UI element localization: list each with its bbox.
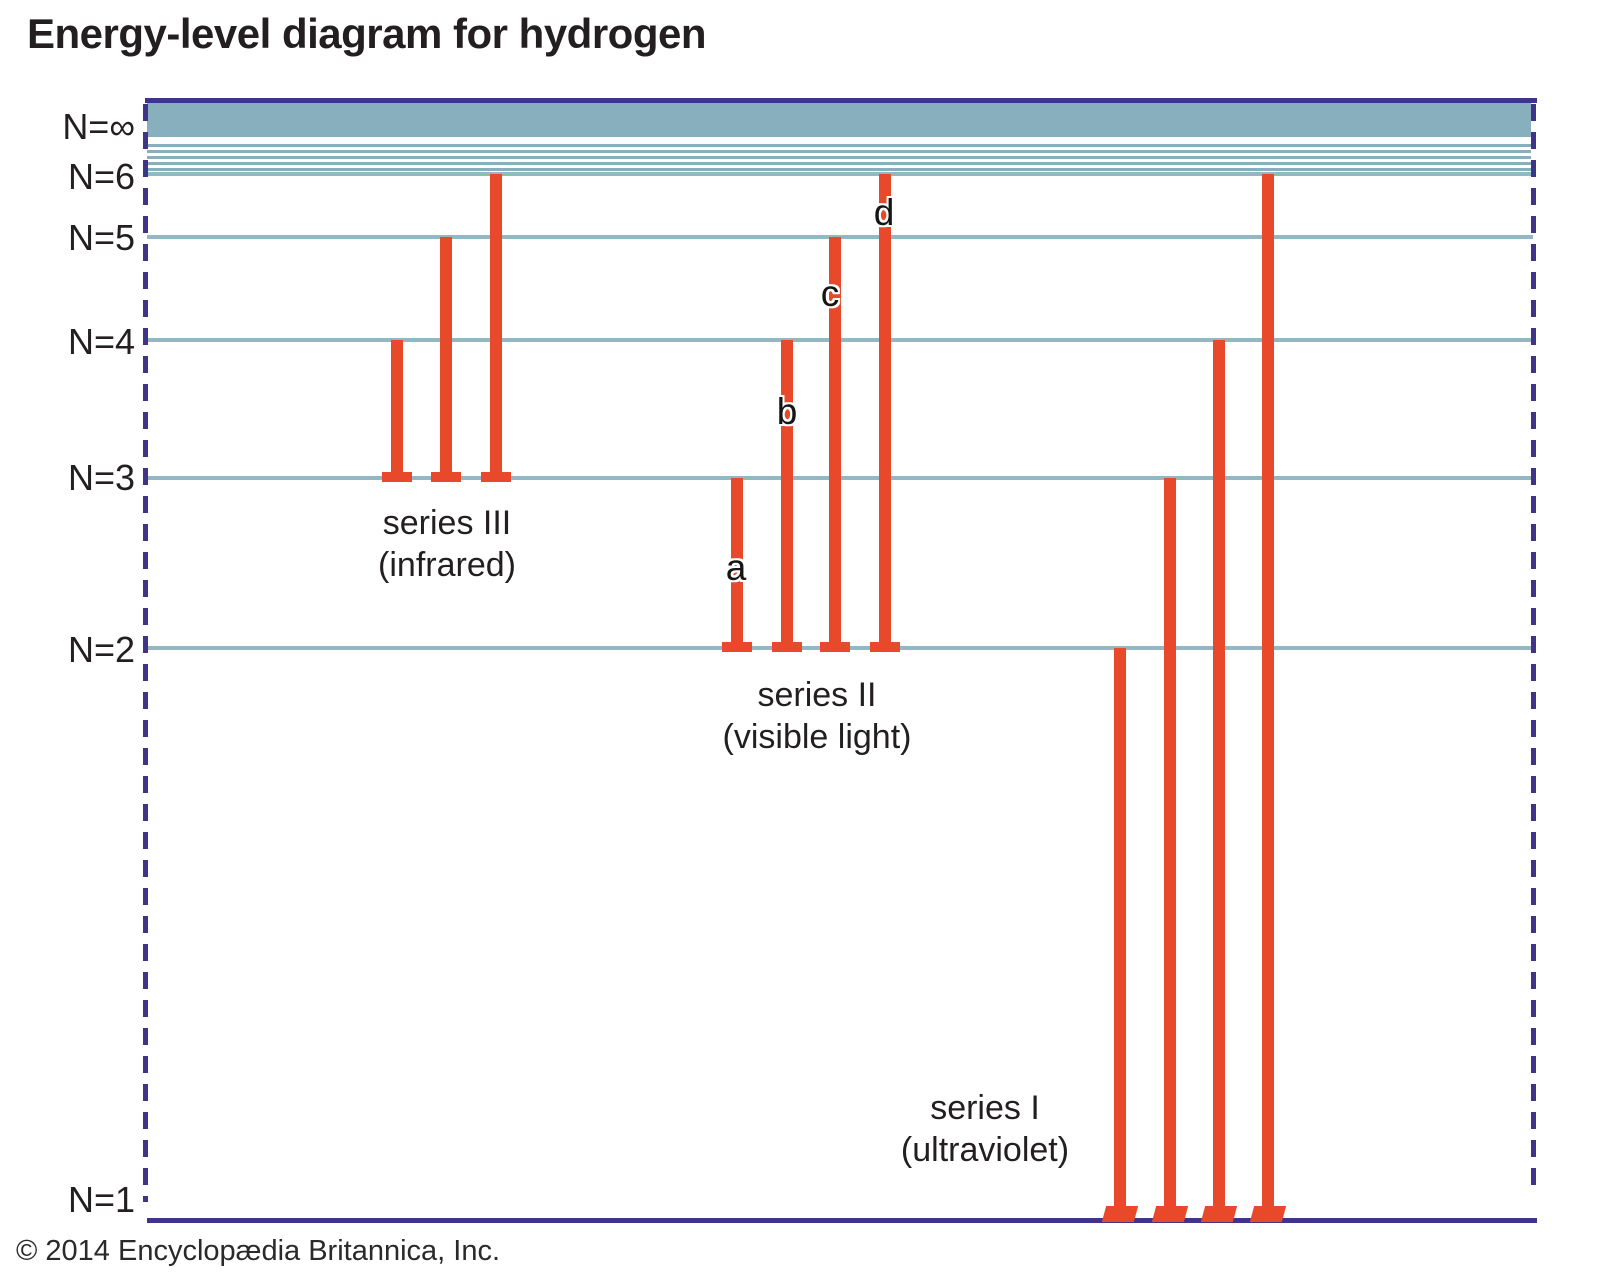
transition-label-b: b — [776, 391, 798, 432]
high-n-cluster-line — [147, 162, 1531, 165]
level-label-n-infinity: N=∞ — [62, 106, 135, 147]
level-label-n4: N=4 — [67, 321, 135, 362]
arrowhead — [431, 472, 461, 482]
series-i-name: series I — [930, 1089, 1040, 1127]
arrowhead — [722, 642, 752, 652]
level-line-n6 — [147, 172, 1533, 176]
series-iii-caption: series III (infrared) — [287, 502, 607, 586]
arrowhead — [820, 642, 850, 652]
arrowhead — [1249, 1206, 1287, 1222]
arrow-stem — [391, 340, 403, 474]
arrowhead — [481, 472, 511, 482]
series-i-medium: (ultraviolet) — [900, 1131, 1070, 1169]
arrow-stem — [1114, 648, 1126, 1210]
high-n-cluster-line — [147, 150, 1531, 153]
series-ii-caption: series II (visible light) — [657, 674, 977, 758]
level-label-n6: N=6 — [67, 156, 135, 197]
arrow-stem — [490, 174, 502, 474]
page-title: Energy-level diagram for hydrogen — [27, 10, 707, 57]
level-label-n2: N=2 — [67, 629, 135, 670]
arrowhead — [1200, 1206, 1238, 1222]
series-iii-medium: (infrared) — [378, 546, 516, 584]
right-dashed-border — [1531, 104, 1536, 1196]
level-line-n1 — [147, 1218, 1537, 1223]
arrowhead — [382, 472, 412, 482]
high-n-cluster-line — [147, 156, 1531, 159]
level-label-n1: N=1 — [67, 1179, 135, 1220]
transition-label-c: c — [820, 273, 840, 314]
arrow-stem — [879, 174, 891, 644]
ionization-boundary-line — [145, 98, 1537, 103]
arrow-stem — [1262, 174, 1274, 1210]
arrowhead — [1101, 1206, 1139, 1222]
high-n-cluster-line — [147, 144, 1531, 147]
level-label-n5: N=5 — [67, 217, 135, 258]
arrow-stem — [1164, 478, 1176, 1210]
arrow-stem — [781, 340, 793, 644]
arrowhead — [772, 642, 802, 652]
continuum-band — [147, 103, 1531, 137]
arrow-stem — [440, 237, 452, 474]
transition-label-a: a — [725, 547, 747, 588]
arrow-stem — [829, 237, 841, 644]
series-iii-name: series III — [382, 504, 512, 542]
transition-label-d: d — [873, 192, 895, 233]
series-ii-medium: (visible light) — [722, 718, 912, 756]
arrowhead — [870, 642, 900, 652]
arrow-stem — [731, 478, 743, 644]
arrowhead — [1151, 1206, 1189, 1222]
left-dashed-border — [143, 104, 148, 1202]
arrow-stem — [1213, 340, 1225, 1210]
copyright-notice: © 2014 Encyclopædia Britannica, Inc. — [16, 1235, 501, 1267]
high-n-cluster-line — [147, 168, 1531, 171]
series-ii-name: series II — [757, 676, 877, 714]
series-i-caption: series I (ultraviolet) — [825, 1087, 1145, 1171]
level-label-n3: N=3 — [67, 457, 135, 498]
